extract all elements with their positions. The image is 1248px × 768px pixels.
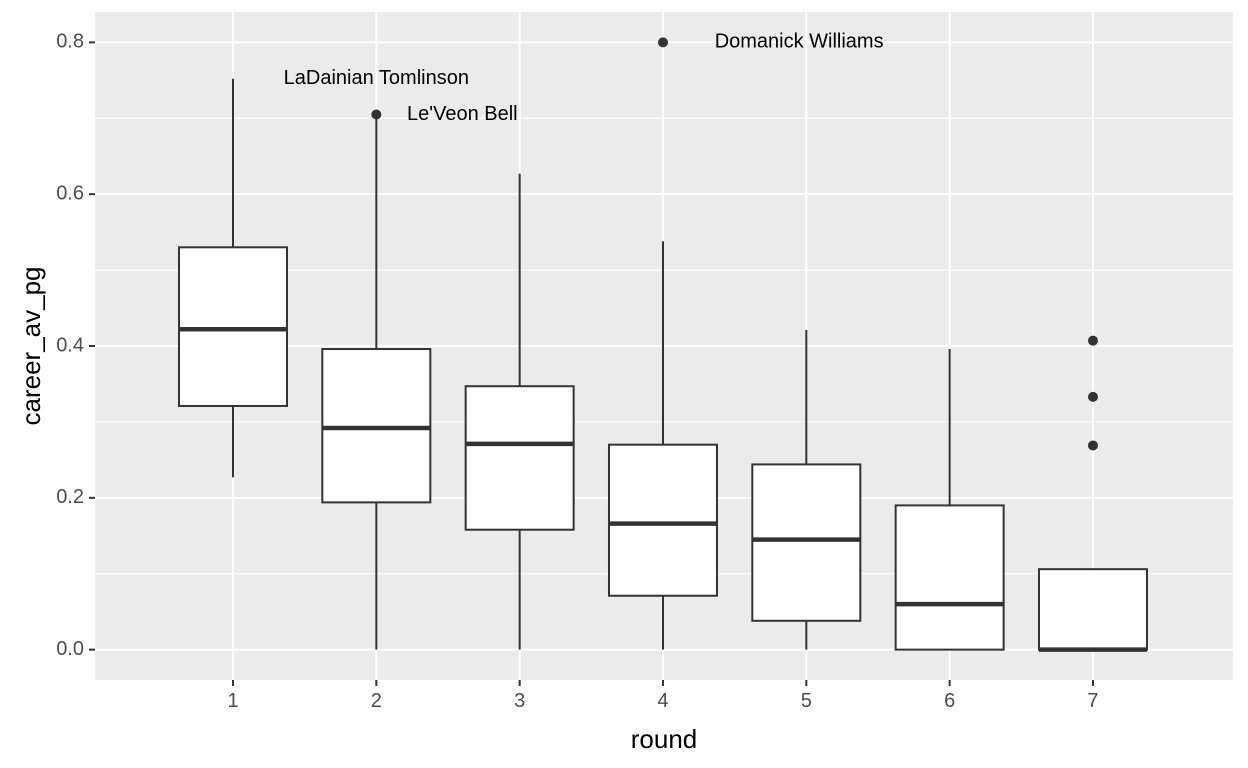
x-tick-label: 5 [801,690,812,712]
box-iqr [751,463,862,622]
x-tick-label: 3 [514,690,525,712]
y-tick-label: 0.8 [56,31,84,53]
y-tick-label: 0.6 [56,182,84,204]
y-tick-label: 0.0 [56,638,84,660]
annotation-label: LaDainian Tomlinson [284,67,469,89]
box-round-7 [1037,335,1148,652]
box-round-2 [321,109,432,650]
x-tick-label: 1 [227,690,238,712]
box-round-6 [894,349,1005,651]
box-iqr [607,443,718,597]
x-tick-label: 7 [1087,690,1098,712]
x-axis-ticks: 1 2 3 4 5 6 7 [227,680,1099,712]
outlier-point [371,109,382,120]
outlier-point [1087,335,1098,346]
annotation-label: Domanick Williams [715,31,884,53]
box-iqr [894,504,1005,651]
box-iqr [464,385,575,531]
x-tick-label: 6 [944,690,955,712]
outlier-point [1087,391,1098,402]
x-tick-label: 4 [657,690,668,712]
box-iqr [321,348,432,504]
outlier-point [1087,440,1098,451]
x-axis-title: round [631,724,698,754]
y-axis-ticks: 0.0 0.2 0.4 0.6 0.8 [56,31,95,660]
box-iqr [178,246,288,407]
annotation-label: Le'Veon Bell [407,103,518,125]
x-tick-label: 2 [371,690,382,712]
annotation-layer: LaDainian Tomlinson Le'Veon Bell Domanick … [284,31,884,125]
box-round-4 [607,37,718,650]
box-iqr [1037,568,1148,651]
y-tick-label: 0.2 [56,486,84,508]
y-tick-label: 0.4 [56,334,84,356]
box-round-1 [178,78,288,478]
box-round-5 [751,330,862,650]
y-axis-title: career_av_pg [16,267,46,426]
outlier-point [657,37,668,48]
box-series [178,37,1148,652]
box-round-3 [464,173,575,650]
